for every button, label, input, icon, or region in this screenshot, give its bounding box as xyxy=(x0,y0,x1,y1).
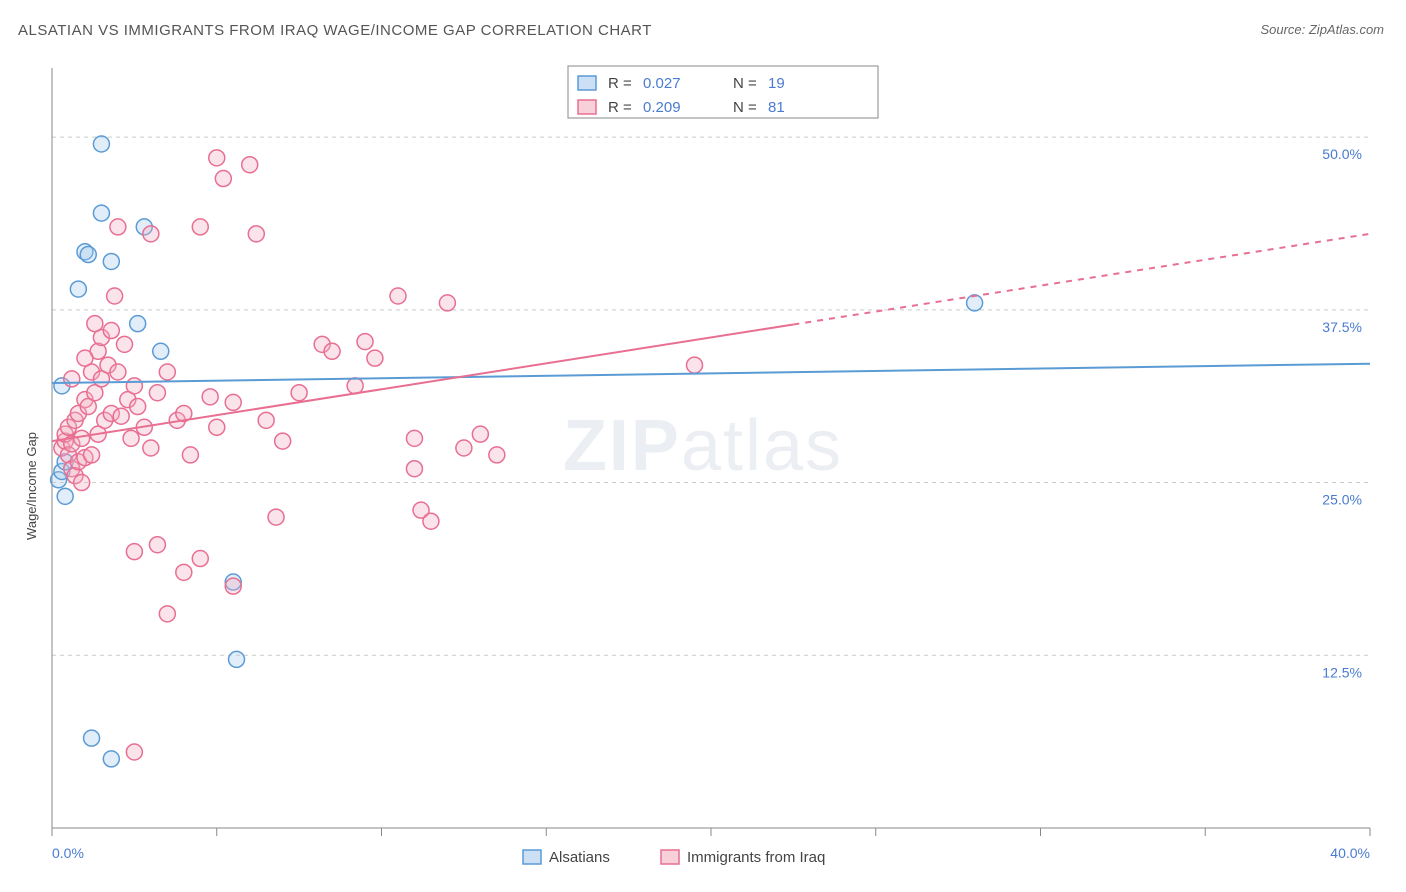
legend-swatch xyxy=(578,100,596,114)
legend-n-label: N = xyxy=(733,75,757,92)
data-point xyxy=(367,350,383,366)
data-point xyxy=(74,430,90,446)
data-point xyxy=(70,281,86,297)
data-point xyxy=(107,288,123,304)
data-point xyxy=(202,389,218,405)
data-point xyxy=(84,447,100,463)
data-point xyxy=(268,509,284,525)
data-point xyxy=(143,226,159,242)
legend-swatch xyxy=(661,850,679,864)
data-point xyxy=(225,578,241,594)
data-point xyxy=(229,651,245,667)
data-point xyxy=(116,336,132,352)
data-point xyxy=(126,744,142,760)
data-point xyxy=(406,430,422,446)
trend-line-dashed xyxy=(793,234,1370,325)
data-point xyxy=(103,751,119,767)
data-point xyxy=(143,440,159,456)
data-point xyxy=(80,247,96,263)
data-point xyxy=(113,408,129,424)
data-point xyxy=(64,371,80,387)
data-point xyxy=(130,316,146,332)
legend-series-label: Immigrants from Iraq xyxy=(687,849,825,866)
legend-r-label: R = xyxy=(608,75,632,92)
ytick-label: 25.0% xyxy=(1322,492,1362,508)
data-point xyxy=(84,730,100,746)
data-point xyxy=(103,323,119,339)
data-point xyxy=(149,537,165,553)
legend-n-value: 19 xyxy=(768,75,785,92)
data-point xyxy=(130,399,146,415)
data-point xyxy=(324,343,340,359)
legend-r-label: R = xyxy=(608,99,632,116)
data-point xyxy=(472,426,488,442)
xtick-label: 0.0% xyxy=(52,845,84,861)
y-axis-label: Wage/Income Gap xyxy=(24,432,39,540)
data-point xyxy=(93,136,109,152)
legend-swatch xyxy=(578,76,596,90)
data-point xyxy=(159,606,175,622)
data-point xyxy=(57,488,73,504)
data-point xyxy=(215,171,231,187)
ytick-label: 50.0% xyxy=(1322,146,1362,162)
xtick-label: 40.0% xyxy=(1330,845,1370,861)
data-point xyxy=(103,253,119,269)
legend-n-value: 81 xyxy=(768,99,785,116)
data-point xyxy=(209,150,225,166)
data-point xyxy=(248,226,264,242)
legend-series-label: Alsatians xyxy=(549,849,610,866)
data-point xyxy=(153,343,169,359)
source-label: Source: ZipAtlas.com xyxy=(1260,22,1384,37)
data-point xyxy=(126,378,142,394)
data-point xyxy=(176,564,192,580)
data-point xyxy=(357,334,373,350)
ytick-label: 37.5% xyxy=(1322,319,1362,335)
data-point xyxy=(110,364,126,380)
data-point xyxy=(967,295,983,311)
data-point xyxy=(456,440,472,456)
legend-r-value: 0.209 xyxy=(643,99,681,116)
data-point xyxy=(225,394,241,410)
data-point xyxy=(149,385,165,401)
data-point xyxy=(87,316,103,332)
correlation-chart: 12.5% 25.0% 37.5% 50.0% 0.0% 40.0% Wage/Income… xyxy=(18,50,1388,874)
legend-n-label: N = xyxy=(733,99,757,116)
data-point xyxy=(687,357,703,373)
chart-title: ALSATIAN VS IMMIGRANTS FROM IRAQ WAGE/IN… xyxy=(18,22,652,39)
ytick-label: 12.5% xyxy=(1322,664,1362,680)
trend-line xyxy=(52,364,1370,383)
data-point xyxy=(209,419,225,435)
data-point xyxy=(93,205,109,221)
data-point xyxy=(423,513,439,529)
trend-line xyxy=(52,325,793,442)
data-point xyxy=(74,475,90,491)
data-point xyxy=(126,544,142,560)
data-point xyxy=(77,350,93,366)
data-point xyxy=(182,447,198,463)
data-point xyxy=(110,219,126,235)
data-point xyxy=(123,430,139,446)
data-point xyxy=(291,385,307,401)
data-point xyxy=(347,378,363,394)
legend-swatch xyxy=(523,850,541,864)
data-point xyxy=(275,433,291,449)
legend-r-value: 0.027 xyxy=(643,75,681,92)
data-point xyxy=(192,219,208,235)
data-point xyxy=(258,412,274,428)
data-point xyxy=(159,364,175,380)
data-point xyxy=(192,551,208,567)
data-point xyxy=(439,295,455,311)
data-point xyxy=(242,157,258,173)
data-point xyxy=(390,288,406,304)
data-point xyxy=(489,447,505,463)
data-point xyxy=(406,461,422,477)
